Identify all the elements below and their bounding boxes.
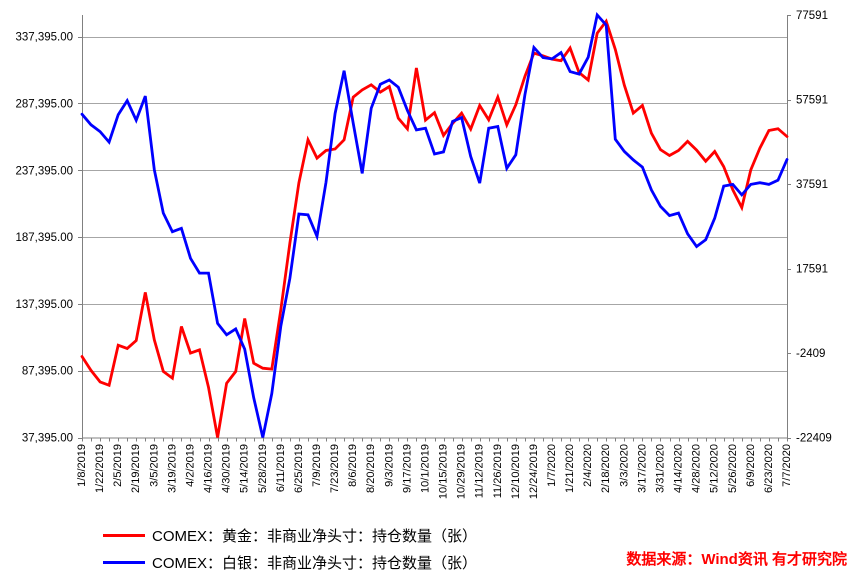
x-axis-label: 1/7/2020 [546, 444, 558, 487]
gold-series-line [80, 18, 789, 438]
x-axis-label: 5/14/2019 [239, 444, 251, 493]
x-axis-label: 3/19/2019 [166, 444, 178, 493]
x-axis-label: 2/18/2020 [600, 444, 612, 493]
x-axis-label: 1/22/2019 [94, 444, 106, 493]
y-axis-right-labels: 77591 57591 37591 17591 -2409 -22409 [796, 10, 832, 445]
silver-series-line [80, 12, 789, 438]
x-axis-label: 7/23/2019 [329, 444, 341, 493]
x-axis-label: 5/26/2020 [727, 444, 739, 493]
x-axis-label: 8/20/2019 [365, 444, 377, 493]
y-axis-left-label: 137,395.00 [15, 299, 73, 311]
x-axis-label: 9/17/2019 [401, 444, 413, 493]
gold-line-swatch [103, 534, 145, 537]
y-axis-right-label: 17591 [796, 264, 828, 276]
x-axis-label: 2/5/2019 [112, 444, 124, 487]
x-axis-label: 3/31/2020 [654, 444, 666, 493]
x-axis-label: 5/28/2019 [257, 444, 269, 493]
x-axis-label: 2/4/2020 [582, 444, 594, 487]
x-axis-label: 4/16/2019 [203, 444, 215, 493]
gold-legend-label: COMEX：黄金：非商业净头寸：持仓数量（张） [152, 528, 478, 545]
legend: COMEX：黄金：非商业净头寸：持仓数量（张） COMEX：白银：非商业净头寸：… [103, 522, 477, 576]
y-axis-left-label: 87,395.00 [22, 366, 73, 378]
y-axis-right-label: 57591 [796, 95, 828, 107]
y-axis-left-label: 237,395.00 [15, 165, 73, 177]
data-source-note: 数据来源：Wind资讯 有才研究院 [626, 551, 847, 568]
y-axis-right-label: 37591 [796, 179, 828, 191]
x-axis-label: 10/1/2019 [419, 444, 431, 493]
x-axis-label: 11/26/2019 [492, 444, 504, 498]
y-axis-right-label: -22409 [796, 433, 832, 445]
x-axis-label: 9/3/2019 [383, 444, 395, 487]
x-axis-label: 12/24/2019 [528, 444, 540, 499]
tick-marks [78, 15, 791, 442]
x-axis-label: 5/12/2020 [709, 444, 721, 493]
x-axis-label: 11/12/2019 [474, 444, 486, 498]
x-axis-label: 6/23/2020 [763, 444, 775, 493]
x-axis-label: 3/3/2020 [618, 444, 630, 487]
y-axis-left-label: 187,395.00 [15, 232, 73, 244]
axes [82, 15, 788, 439]
x-axis-label: 4/30/2019 [221, 444, 233, 493]
y-axis-left-labels: 337,395.00 287,395.00 237,395.00 187,395.00… [15, 32, 73, 445]
x-axis-label: 1/8/2019 [76, 444, 88, 487]
y-axis-left-label: 287,395.00 [15, 98, 73, 110]
x-axis-label: 12/10/2019 [510, 444, 522, 499]
x-axis-label: 4/28/2020 [691, 444, 703, 493]
x-axis-label: 2/19/2019 [130, 444, 142, 493]
y-axis-right-label: -2409 [796, 348, 825, 360]
x-axis-label: 3/17/2020 [636, 444, 648, 493]
x-axis-labels: 1/8/2019 1/22/2019 2/5/2019 2/19/2019 3/5/20… [76, 444, 793, 499]
x-axis-label: 10/15/2019 [438, 444, 450, 499]
x-axis-label: 4/2/2019 [184, 444, 196, 487]
legend-item-silver: COMEX：白银：非商业净头寸：持仓数量（张） [103, 549, 477, 576]
x-axis-label: 7/7/2020 [781, 444, 793, 487]
y-axis-right-label: 77591 [796, 10, 828, 22]
x-axis-label: 10/29/2019 [456, 444, 468, 499]
legend-item-gold: COMEX：黄金：非商业净头寸：持仓数量（张） [103, 522, 477, 549]
x-axis-label: 3/5/2019 [148, 444, 160, 487]
x-axis-label: 6/11/2019 [275, 444, 287, 492]
x-axis-label: 4/14/2020 [673, 444, 685, 493]
x-axis-label: 8/6/2019 [347, 444, 359, 487]
x-axis-label: 7/9/2019 [311, 444, 323, 487]
y-axis-left-label: 337,395.00 [15, 32, 73, 44]
silver-line-swatch [103, 561, 145, 564]
gridlines [82, 37, 787, 372]
x-axis-label: 6/9/2020 [745, 444, 757, 487]
x-axis-label: 6/25/2019 [293, 444, 305, 493]
x-axis-label: 1/21/2020 [564, 444, 576, 493]
silver-legend-label: COMEX：白银：非商业净头寸：持仓数量（张） [152, 555, 478, 572]
y-axis-left-label: 37,395.00 [22, 433, 73, 445]
